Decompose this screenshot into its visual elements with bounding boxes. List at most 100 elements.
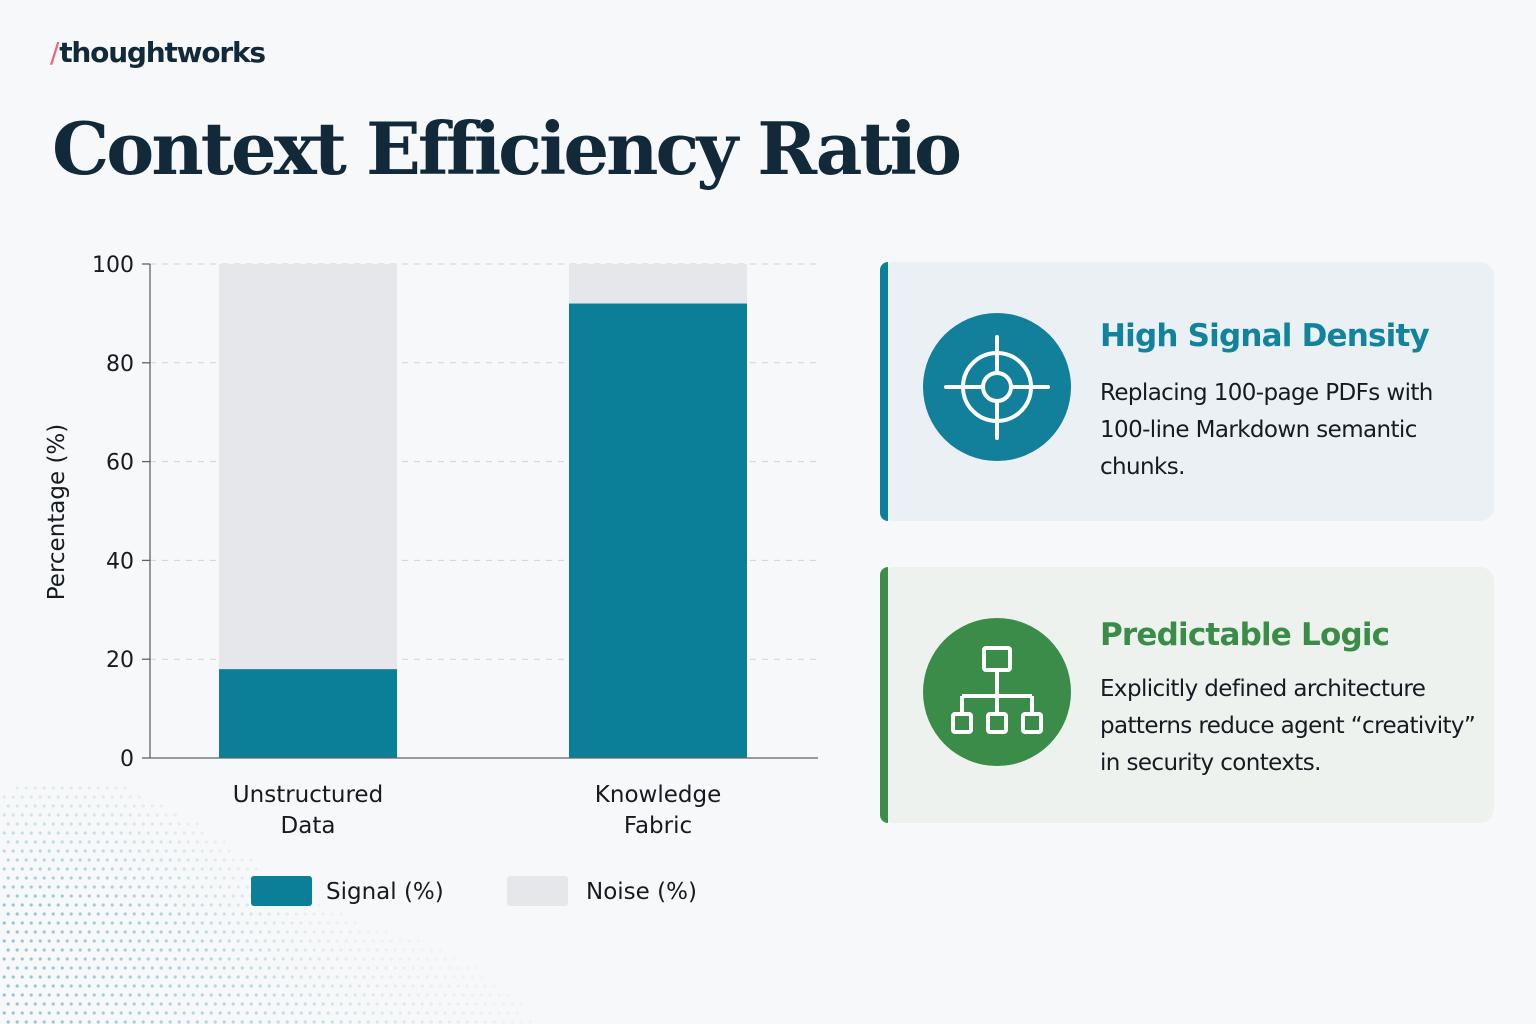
decorative-dot <box>227 1011 231 1015</box>
decorative-dot <box>65 903 69 907</box>
decorative-dot <box>96 948 100 952</box>
decorative-dot <box>384 1020 388 1024</box>
decorative-dot <box>150 876 154 880</box>
decorative-dot <box>209 957 213 961</box>
decorative-dot <box>470 1011 474 1015</box>
decorative-dot <box>87 1002 91 1006</box>
decorative-dot <box>227 903 231 907</box>
decorative-dot <box>20 795 24 799</box>
decorative-dot <box>96 840 100 844</box>
decorative-dot <box>398 993 402 997</box>
decorative-dot <box>92 939 96 943</box>
decorative-dot <box>65 813 69 817</box>
decorative-dot <box>15 1020 19 1024</box>
decorative-dot <box>339 1020 343 1024</box>
decorative-dot <box>159 876 163 880</box>
decorative-dot <box>47 885 51 889</box>
decorative-dot <box>222 966 226 970</box>
decorative-dot <box>60 966 64 970</box>
decorative-dot <box>231 930 235 934</box>
decorative-dot <box>155 831 159 835</box>
decorative-dot <box>42 894 46 898</box>
decorative-dot <box>69 876 73 880</box>
decorative-dot <box>438 966 442 970</box>
decorative-dot <box>236 1011 240 1015</box>
decorative-dot <box>132 840 136 844</box>
decorative-dot <box>344 939 348 943</box>
decorative-dot <box>384 948 388 952</box>
decorative-dot <box>308 939 312 943</box>
decorative-dot <box>42 858 46 862</box>
decorative-dot <box>141 876 145 880</box>
decorative-dot <box>105 858 109 862</box>
decorative-dot <box>231 1002 235 1006</box>
decorative-dot <box>15 840 19 844</box>
decorative-dot <box>177 858 181 862</box>
decorative-dot <box>272 1011 276 1015</box>
decorative-dot <box>438 1020 442 1024</box>
decorative-dot <box>384 1002 388 1006</box>
decorative-dot <box>33 786 37 790</box>
decorative-dot <box>114 858 118 862</box>
card-title: Predictable Logic <box>1100 617 1390 653</box>
decorative-dot <box>159 840 163 844</box>
decorative-dot <box>501 1002 505 1006</box>
decorative-dot <box>141 840 145 844</box>
decorative-dot <box>240 1020 244 1024</box>
decorative-dot <box>20 885 24 889</box>
decorative-dot <box>60 912 64 916</box>
decorative-dot <box>420 1002 424 1006</box>
decorative-dot <box>299 957 303 961</box>
decorative-dot <box>200 993 204 997</box>
decorative-dot <box>146 1011 150 1015</box>
decorative-dot <box>191 903 195 907</box>
decorative-dot <box>87 786 91 790</box>
decorative-dot <box>416 993 420 997</box>
decorative-dot <box>438 984 442 988</box>
decorative-dot <box>20 975 24 979</box>
decorative-dot <box>366 984 370 988</box>
decorative-dot <box>222 930 226 934</box>
decorative-dot <box>2 903 6 907</box>
decorative-dot <box>20 1011 24 1015</box>
decorative-dot <box>137 885 141 889</box>
decorative-dot <box>11 1011 15 1015</box>
bar-noise <box>219 264 397 670</box>
decorative-dot <box>272 921 276 925</box>
decorative-dot <box>474 966 478 970</box>
decorative-dot <box>33 822 37 826</box>
decorative-dot <box>168 912 172 916</box>
decorative-dot <box>222 876 226 880</box>
decorative-dot <box>276 948 280 952</box>
decorative-dot <box>200 975 204 979</box>
decorative-dot <box>254 1011 258 1015</box>
decorative-dot <box>263 939 267 943</box>
decorative-dot <box>155 993 159 997</box>
decorative-dot <box>209 903 213 907</box>
decorative-dot <box>24 786 28 790</box>
decorative-dot <box>60 822 64 826</box>
decorative-dot <box>483 1020 487 1024</box>
y-tick-label: 20 <box>106 648 134 673</box>
decorative-dot <box>2 939 6 943</box>
decorative-dot <box>6 948 10 952</box>
decorative-dot <box>132 1002 136 1006</box>
decorative-dot <box>240 876 244 880</box>
decorative-dot <box>227 939 231 943</box>
decorative-dot <box>231 912 235 916</box>
decorative-dot <box>218 921 222 925</box>
decorative-dot <box>299 975 303 979</box>
decorative-dot <box>11 849 15 853</box>
decorative-dot <box>83 975 87 979</box>
decorative-dot <box>335 1011 339 1015</box>
card-accent-bar <box>880 567 888 823</box>
decorative-dot <box>276 1002 280 1006</box>
decorative-dot <box>452 1011 456 1015</box>
decorative-dot <box>47 867 51 871</box>
legend-label: Noise (%) <box>586 879 697 905</box>
decorative-dot <box>317 939 321 943</box>
decorative-dot <box>258 912 262 916</box>
decorative-dot <box>92 921 96 925</box>
decorative-dot <box>119 921 123 925</box>
decorative-dot <box>114 1020 118 1024</box>
